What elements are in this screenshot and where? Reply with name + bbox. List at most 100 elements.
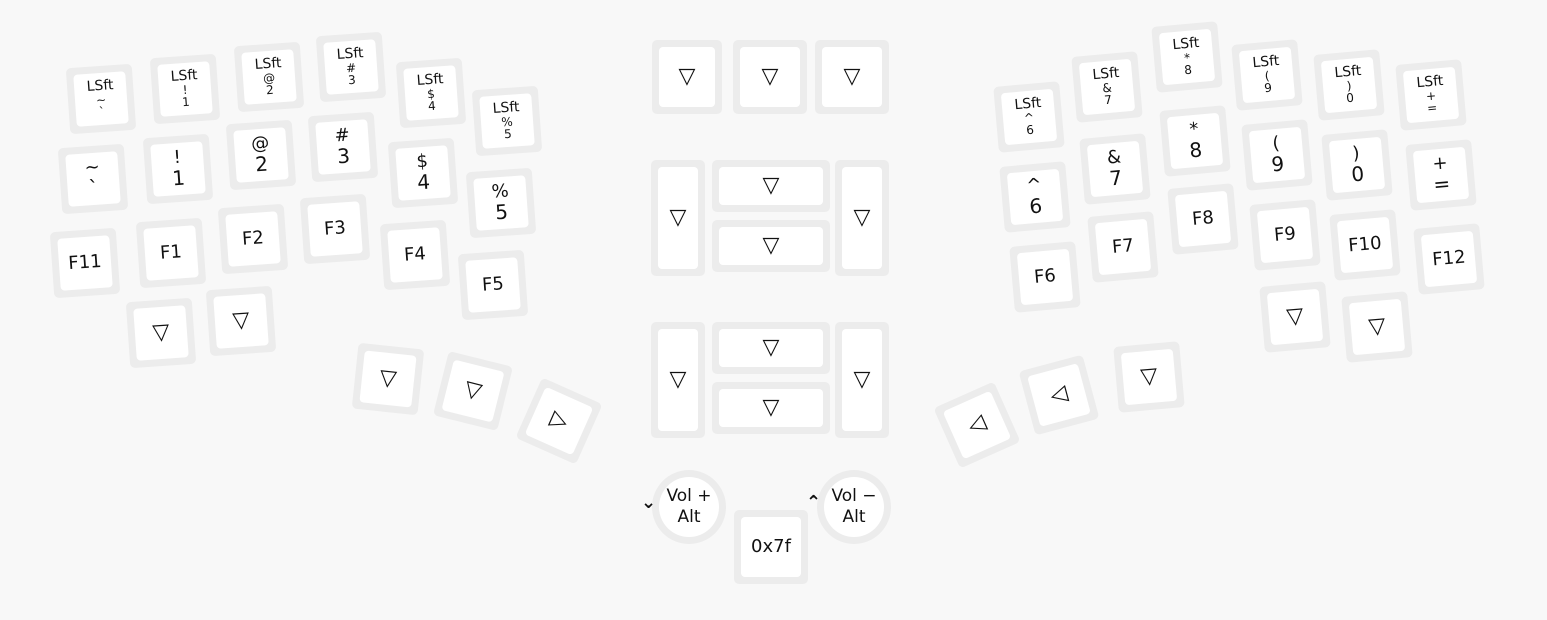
key-label-base: 9 xyxy=(1270,151,1286,177)
right-function-row-key-3[interactable]: F9 xyxy=(1249,199,1321,271)
center-cluster1-key-2[interactable]: ▽ xyxy=(712,220,830,272)
key-label-base: 3 xyxy=(347,73,357,88)
left-shifted-key-1[interactable]: LSft! 1 xyxy=(149,53,221,125)
left-thumb-row-key-2-cap: ▷ xyxy=(524,386,594,456)
left-number-key-2-cap: @2 xyxy=(233,127,289,183)
key-label-base: = xyxy=(1432,171,1452,197)
left-bottom-row-key-0[interactable]: ▽ xyxy=(125,297,197,369)
key-label: F8 xyxy=(1191,206,1215,230)
right-function-row-key-4[interactable]: F10 xyxy=(1329,209,1401,281)
right-shifted-key-4[interactable]: LSft) 0 xyxy=(1313,49,1385,121)
center-top-key-0[interactable]: ▽ xyxy=(652,40,722,114)
key-label-base: 1 xyxy=(171,165,186,191)
left-shifted-key-3[interactable]: LSft #3 xyxy=(315,31,387,103)
key-label: F9 xyxy=(1273,222,1297,246)
right-number-key-1-cap: & 7 xyxy=(1086,140,1144,198)
center-cluster1-key-1[interactable]: ▽ xyxy=(712,160,830,212)
center-top-key-2-cap: ▽ xyxy=(822,47,882,107)
right-shifted-key-2[interactable]: LSft * 8 xyxy=(1151,21,1223,93)
center-cluster2-key-3[interactable]: ▽ xyxy=(835,322,889,438)
encoder-right[interactable]: Vol − Alt xyxy=(817,470,891,544)
left-number-key-0[interactable]: ~ ` xyxy=(57,143,129,215)
left-number-key-2[interactable]: @2 xyxy=(225,119,297,191)
key-label-base: 4 xyxy=(427,99,437,114)
key-label-base: 8 xyxy=(1183,62,1193,78)
right-bottom-row-key-0[interactable]: ▽ xyxy=(1259,281,1331,353)
left-number-key-5-cap: % 5 xyxy=(473,175,529,231)
right-shifted-key-3[interactable]: LSft(9 xyxy=(1231,39,1303,111)
left-thumb-row-key-0[interactable]: ▽ xyxy=(351,342,425,416)
center-key-0x7f[interactable]: 0x7f xyxy=(734,510,808,584)
left-shifted-key-2[interactable]: LSft @2 xyxy=(233,41,305,113)
center-cluster1-key-1-cap: ▽ xyxy=(719,167,823,205)
center-cluster2-key-1[interactable]: ▽ xyxy=(712,322,830,374)
center-top-key-2[interactable]: ▽ xyxy=(815,40,889,114)
right-function-row-key-5[interactable]: F12 xyxy=(1413,223,1485,295)
left-number-key-3[interactable]: #3 xyxy=(307,111,379,183)
left-function-row-key-3[interactable]: F3 xyxy=(299,193,371,265)
left-shifted-key-5[interactable]: LSft% 5 xyxy=(471,85,543,157)
key-label: ▽ xyxy=(231,307,251,335)
left-shifted-key-4[interactable]: LSft $4 xyxy=(395,57,467,129)
left-shifted-key-0[interactable]: LSft ~ ` xyxy=(65,63,137,135)
right-bottom-row-key-1[interactable]: ▽ xyxy=(1341,291,1413,363)
center-top-key-1[interactable]: ▽ xyxy=(733,40,807,114)
right-thumb-row-key-0[interactable]: ◁ xyxy=(933,381,1021,469)
left-bottom-row-key-1[interactable]: ▽ xyxy=(205,285,277,357)
left-shifted-key-1-cap: LSft! 1 xyxy=(157,61,213,117)
left-function-row-key-2-cap: F2 xyxy=(225,211,281,267)
right-number-key-5[interactable]: + = xyxy=(1405,139,1477,211)
center-cluster1-key-3-cap: ▽ xyxy=(842,167,882,269)
left-number-key-5[interactable]: % 5 xyxy=(465,167,537,239)
right-shifted-key-2-cap: LSft * 8 xyxy=(1158,28,1216,86)
right-number-key-4[interactable]: ) 0 xyxy=(1321,129,1393,201)
encoder-label-modifier: Alt xyxy=(842,507,866,527)
right-number-key-0[interactable]: ^ 6 xyxy=(999,161,1071,233)
right-function-row-key-0-cap: F6 xyxy=(1016,248,1074,306)
center-cluster2-key-2[interactable]: ▽ xyxy=(712,382,830,434)
left-function-row-key-0[interactable]: F11 xyxy=(49,227,121,299)
right-function-row-key-0[interactable]: F6 xyxy=(1009,241,1081,313)
encoder-left-arrow-icon: ⌄ xyxy=(641,492,657,513)
left-function-row-key-4[interactable]: F4 xyxy=(379,219,451,291)
encoder-left[interactable]: Vol + Alt xyxy=(652,470,726,544)
right-shifted-key-0[interactable]: LSft ^ 6 xyxy=(993,81,1065,153)
left-thumb-row-key-1[interactable]: ▽ xyxy=(432,350,514,432)
right-shifted-key-5[interactable]: LSft + = xyxy=(1395,59,1467,131)
left-shifted-key-2-cap: LSft @2 xyxy=(241,49,297,105)
left-thumb-row-key-1-cap: ▽ xyxy=(441,359,505,423)
center-cluster2-key-0[interactable]: ▽ xyxy=(651,322,705,438)
key-label: F1 xyxy=(159,240,183,264)
left-thumb-row-key-0-cap: ▽ xyxy=(359,350,417,408)
center-cluster1-key-0[interactable]: ▽ xyxy=(651,160,705,276)
encoder-label-action: Vol − xyxy=(831,485,877,506)
key-label: ▽ xyxy=(1285,303,1305,331)
right-thumb-row-key-2[interactable]: ▽ xyxy=(1113,341,1185,413)
left-function-row-key-1[interactable]: F1 xyxy=(135,217,207,289)
key-label: ▽ xyxy=(678,64,696,90)
right-thumb-row-key-1[interactable]: ◁ xyxy=(1018,354,1100,436)
key-label: ▽ xyxy=(853,367,871,393)
left-bottom-row-key-0-cap: ▽ xyxy=(133,305,189,361)
right-function-row-key-3-cap: F9 xyxy=(1256,206,1314,264)
encoder-right-cap: Vol − Alt xyxy=(824,477,884,537)
key-label: ◁ xyxy=(964,410,990,440)
left-number-key-4-cap: $4 xyxy=(395,145,451,201)
right-number-key-2[interactable]: * 8 xyxy=(1159,105,1231,177)
center-cluster1-key-3[interactable]: ▽ xyxy=(835,160,889,276)
left-thumb-row-key-2[interactable]: ▷ xyxy=(515,377,603,465)
right-number-key-1[interactable]: & 7 xyxy=(1079,133,1151,205)
right-function-row-key-2[interactable]: F8 xyxy=(1167,183,1239,255)
left-number-key-4[interactable]: $4 xyxy=(387,137,459,209)
key-label-base: 2 xyxy=(265,83,275,98)
left-number-key-1[interactable]: ! 1 xyxy=(142,133,214,205)
key-label: ◁ xyxy=(1047,380,1071,410)
right-shifted-key-1[interactable]: LSft & 7 xyxy=(1071,51,1143,123)
left-function-row-key-5[interactable]: F5 xyxy=(457,249,529,321)
right-number-key-3[interactable]: (9 xyxy=(1241,119,1313,191)
center-cluster1-key-2-cap: ▽ xyxy=(719,227,823,265)
right-function-row-key-1[interactable]: F7 xyxy=(1087,211,1159,283)
center-cluster2-key-0-cap: ▽ xyxy=(658,329,698,431)
right-function-row-key-4-cap: F10 xyxy=(1336,216,1394,274)
left-function-row-key-2[interactable]: F2 xyxy=(217,203,289,275)
